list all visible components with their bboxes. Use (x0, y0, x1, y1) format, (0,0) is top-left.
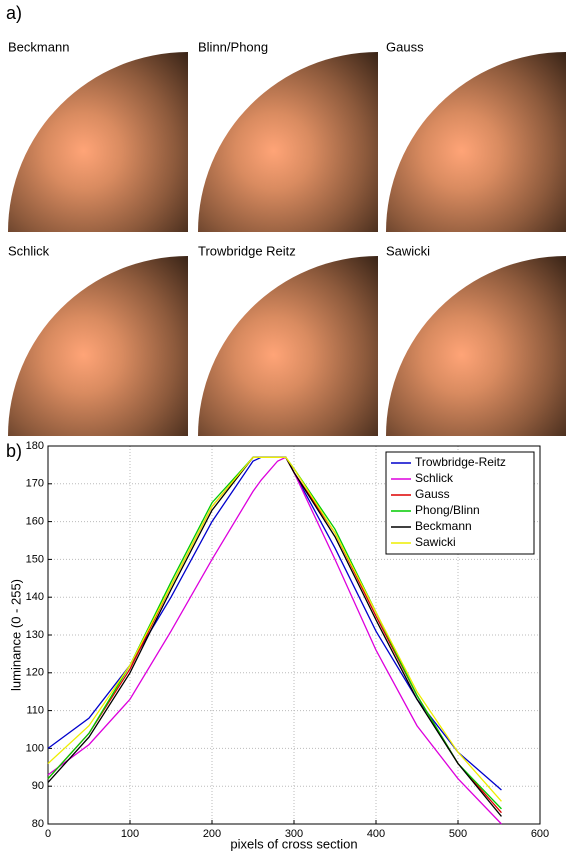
y-axis-label: luminance (0 - 255) (8, 579, 23, 691)
x-axis-label: pixels of cross section (230, 836, 357, 851)
y-tick-label: 160 (26, 516, 44, 528)
x-tick-label: 200 (203, 828, 221, 840)
legend-box (385, 451, 535, 555)
render-label: Gauss (386, 39, 424, 54)
sphere-render (8, 256, 188, 436)
legend-label: Phong/Blinn (415, 503, 480, 517)
x-tick-label: 0 (45, 828, 51, 840)
y-tick-label: 170 (26, 478, 44, 490)
sphere-render (386, 256, 566, 436)
legend-label: Gauss (415, 487, 450, 501)
render-label: Schlick (8, 243, 50, 258)
x-tick-label: 400 (367, 828, 385, 840)
y-tick-label: 180 (26, 440, 44, 452)
series-line (47, 456, 502, 802)
x-tick-label: 500 (449, 828, 467, 840)
series-line (47, 456, 502, 825)
y-tick-label: 110 (26, 705, 44, 717)
sphere-render (386, 52, 566, 232)
y-tick-label: 100 (26, 742, 44, 754)
sphere-render (8, 52, 188, 232)
y-tick-label: 90 (32, 780, 44, 792)
legend-label: Sawicki (415, 535, 456, 549)
y-tick-label: 80 (32, 818, 44, 830)
legend-label: Trowbridge-Reitz (415, 455, 506, 469)
x-tick-label: 300 (285, 828, 303, 840)
y-tick-label: 120 (26, 667, 44, 679)
render-label: Sawicki (386, 243, 430, 258)
x-tick-label: 600 (531, 828, 549, 840)
render-label: Blinn/Phong (198, 39, 268, 54)
sphere-render (198, 256, 378, 436)
legend-label: Beckmann (415, 519, 472, 533)
x-tick-label: 100 (121, 828, 139, 840)
legend-label: Schlick (415, 471, 454, 485)
render-label: Beckmann (8, 39, 69, 54)
panel-label: b) (6, 441, 22, 461)
plot-frame (47, 445, 541, 825)
sphere-render (198, 52, 378, 232)
y-tick-label: 130 (26, 629, 44, 641)
render-label: Trowbridge Reitz (198, 243, 296, 258)
panel-label: a) (6, 3, 22, 23)
y-tick-label: 140 (26, 591, 44, 603)
y-tick-label: 150 (26, 553, 44, 565)
